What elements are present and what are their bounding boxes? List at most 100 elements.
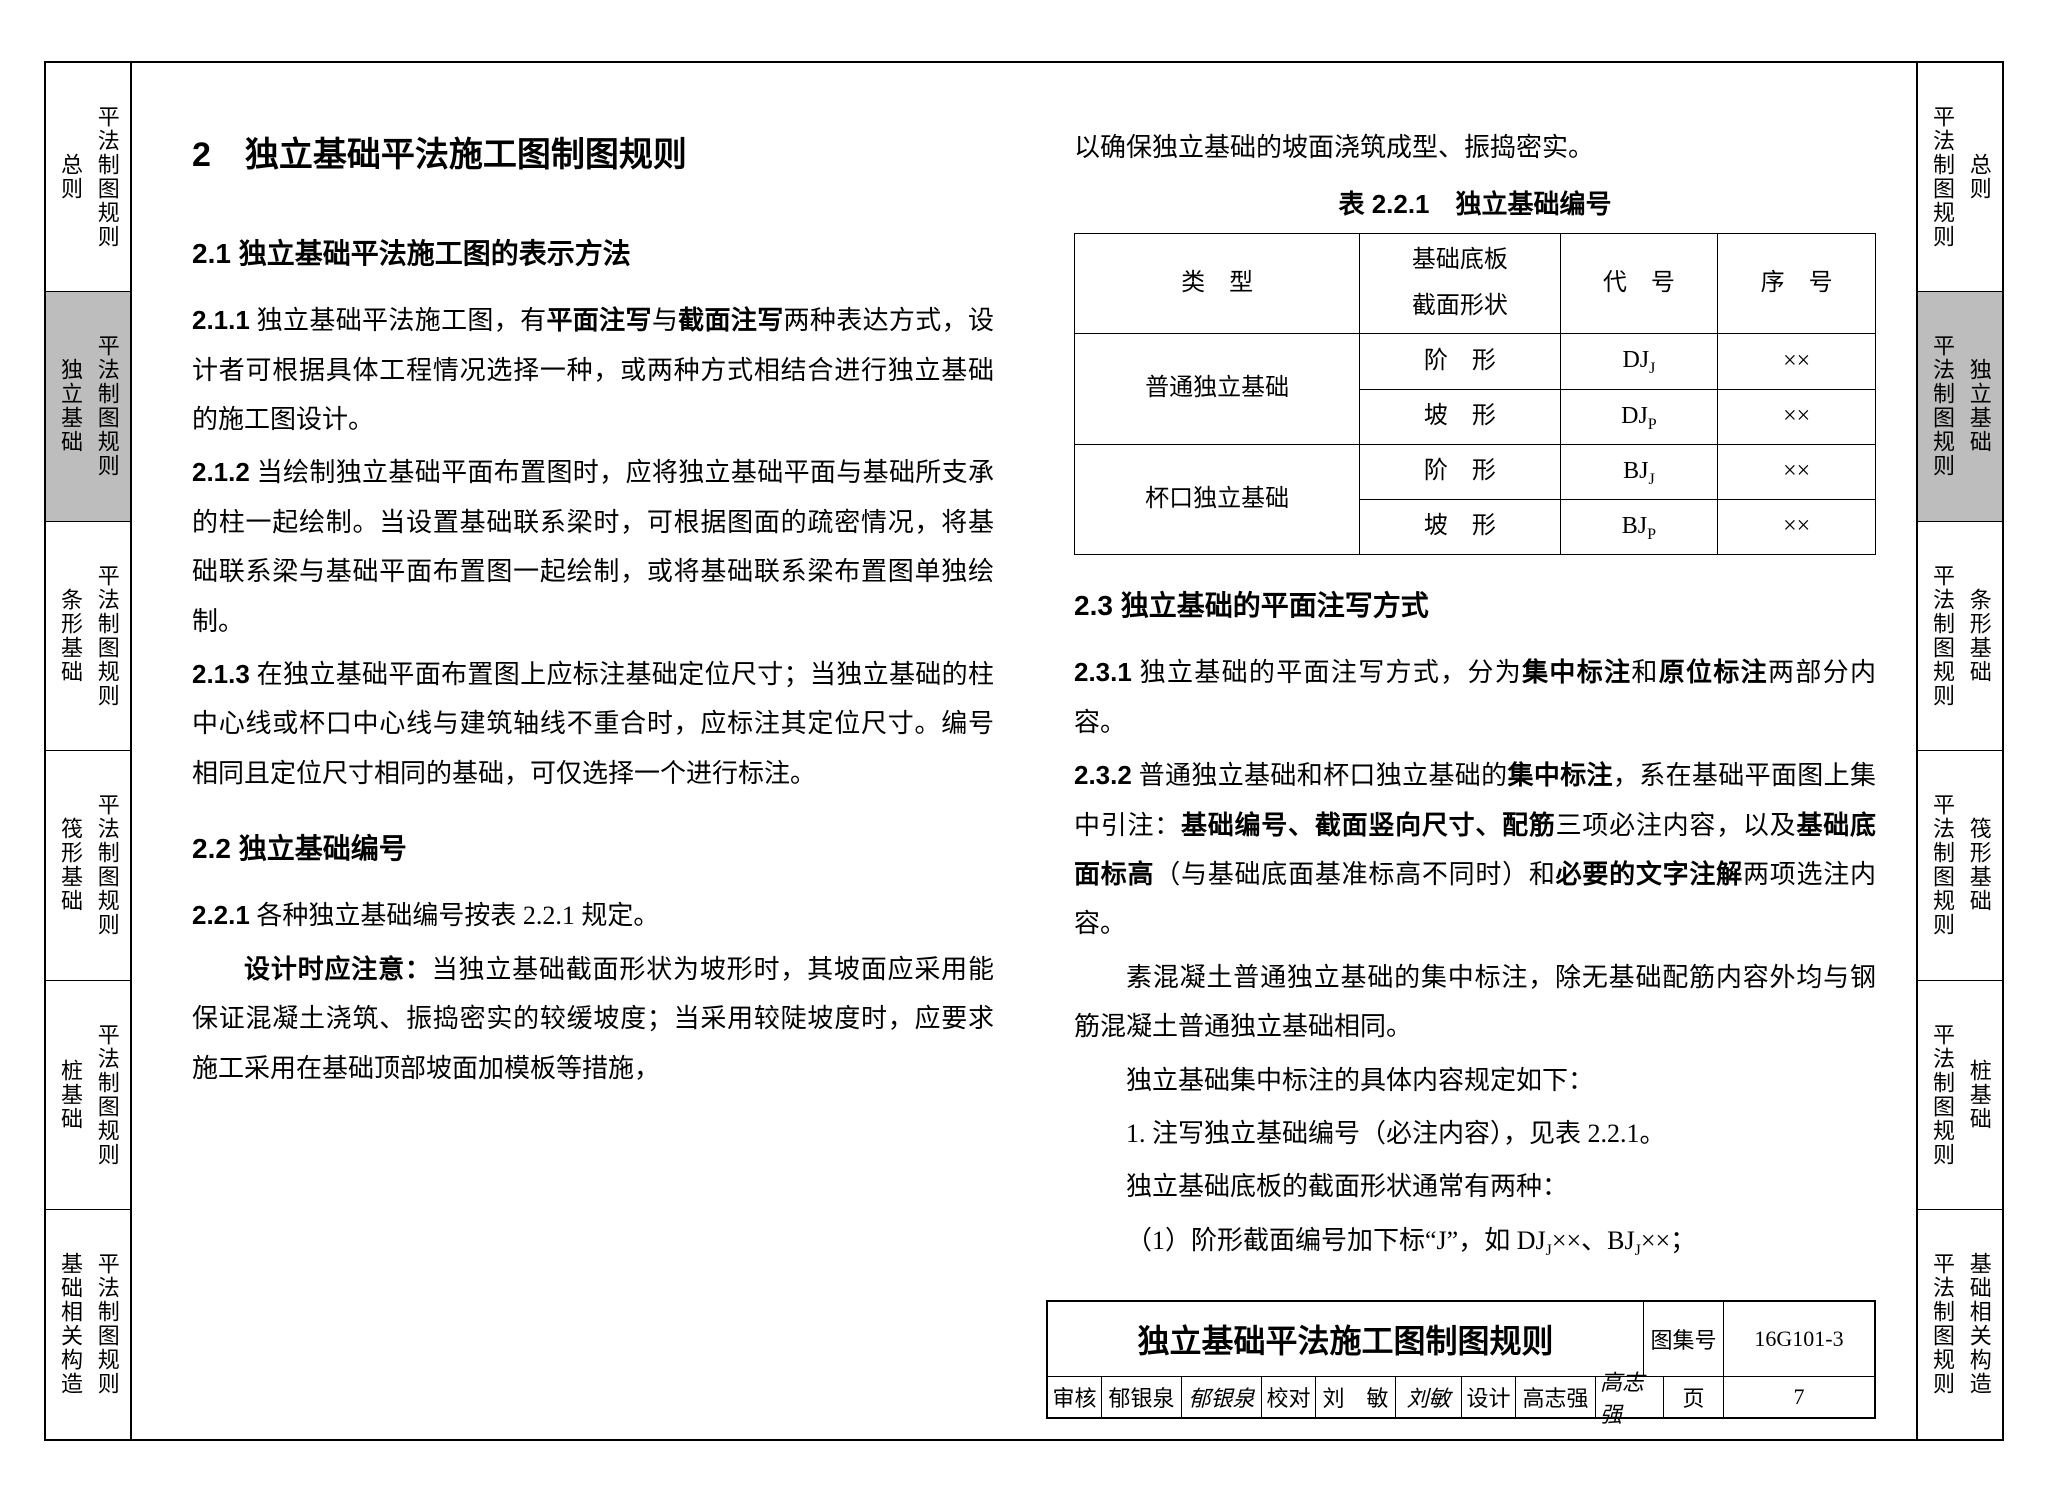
left-column: 2 独立基础平法施工图制图规则 2.1 独立基础平法施工图的表示方法 2.1.1… <box>192 123 1004 1223</box>
page-body: 2 独立基础平法施工图制图规则 2.1 独立基础平法施工图的表示方法 2.1.1… <box>132 63 1916 1439</box>
design-note: 设计时应注意：当独立基础截面形状为坡形时，其坡面应采用能保证混凝土浇筑、振捣密实… <box>192 945 994 1093</box>
tab-raft-l: 筏形基础 平法制图规则 <box>46 751 130 981</box>
clause-2-3-2-note2: 独立基础集中标注的具体内容规定如下： <box>1074 1056 1876 1105</box>
table-2-2-1-title: 表 2.2.1 独立基础编号 <box>1074 180 1876 229</box>
text: 和 <box>1631 658 1658 687</box>
continuation-text: 以确保独立基础的坡面浇筑成型、振捣密实。 <box>1074 123 1876 172</box>
tab-pile-l: 桩基础 平法制图规则 <box>46 981 130 1211</box>
text: （与基础底面基准标高不同时）和 <box>1154 860 1555 889</box>
td-type-socket: 杯口独立基础 <box>1075 444 1360 554</box>
text-bold: 截面注写 <box>678 305 783 335</box>
tab-label: 总则 <box>1963 105 1994 249</box>
text: 截面形状 <box>1412 293 1508 319</box>
tab-label: 平法制图规则 <box>91 105 122 249</box>
th-type: 类 型 <box>1075 234 1360 334</box>
tab-label: 桩基础 <box>54 1023 85 1167</box>
table-2-2-1: 类 型 基础底板截面形状 代 号 序 号 普通独立基础 阶 形 DJJ ×× 坡… <box>1074 233 1876 555</box>
td-seq: ×× <box>1718 444 1876 499</box>
design-name: 高志强 <box>1516 1377 1596 1417</box>
text: 在独立基础平面布置图上应标注基础定位尺寸；当独立基础的柱中心线或杯口中心线与建筑… <box>192 660 994 788</box>
title-block: 独立基础平法施工图制图规则 图集号 16G101-3 审核 郁银泉 郁银泉 校对… <box>1046 1300 1876 1419</box>
tab-label: 筏形基础 <box>54 793 85 937</box>
tab-label: 平法制图规则 <box>1926 334 1957 478</box>
tab-label: 独立基础 <box>1963 334 1994 478</box>
td-code: BJP <box>1560 500 1718 555</box>
tab-related-r: 平法制图规则 基础相关构造 <box>1918 1210 2002 1439</box>
tab-label: 筏形基础 <box>1963 793 1994 937</box>
tab-general-l: 总则 平法制图规则 <box>46 63 130 293</box>
text: 与 <box>652 306 678 335</box>
drawing-title: 独立基础平法施工图制图规则 <box>1048 1302 1644 1376</box>
text: 独立基础的平面注写方式，分为 <box>1132 658 1522 687</box>
th-code: 代 号 <box>1560 234 1718 334</box>
right-column: 以确保独立基础的坡面浇筑成型、振捣密实。 表 2.2.1 独立基础编号 类 型 … <box>1064 123 1876 1223</box>
tab-label: 平法制图规则 <box>1926 1023 1957 1167</box>
check-sign: 郁银泉 <box>1182 1377 1262 1417</box>
td-shape: 坡 形 <box>1360 389 1560 444</box>
text-bold: 集中标注 <box>1522 657 1631 687</box>
text: 独立基础平法施工图，有 <box>250 306 547 335</box>
td-shape: 阶 形 <box>1360 444 1560 499</box>
tab-label: 平法制图规则 <box>91 1252 122 1396</box>
clause-2-2-1: 2.2.1 各种独立基础编号按表 2.2.1 规定。 <box>192 891 994 940</box>
tab-label: 总则 <box>54 105 85 249</box>
tab-label: 平法制图规则 <box>1926 564 1957 708</box>
td-code: DJP <box>1560 389 1718 444</box>
clause-2-3-1: 2.3.1 独立基础的平面注写方式，分为集中标注和原位标注两部分内容。 <box>1074 648 1876 747</box>
clause-2-3-2-note1: 素混凝土普通独立基础的集中标注，除无基础配筋内容外均与钢筋混凝土普通独立基础相同… <box>1074 953 1876 1052</box>
td-code: DJJ <box>1560 334 1718 389</box>
td-seq: ×× <box>1718 334 1876 389</box>
text: ××； <box>1641 1226 1696 1255</box>
label-proof: 校对 <box>1262 1377 1316 1417</box>
tab-pile-r: 平法制图规则 桩基础 <box>1918 981 2002 1211</box>
tab-label: 平法制图规则 <box>1926 1252 1957 1396</box>
text: （1）阶形截面编号加下标“J”，如 DJ <box>1126 1226 1546 1255</box>
clause-2-1-2: 2.1.2 当绘制独立基础平面布置图时，应将独立基础平面与基础所支承的柱一起绘制… <box>192 448 994 646</box>
tab-isolated-r: 平法制图规则 独立基础 <box>1918 292 2002 522</box>
td-seq: ×× <box>1718 389 1876 444</box>
section-2-1: 2.1 独立基础平法施工图的表示方法 <box>192 227 994 280</box>
clause-2-3-2-item1c: （1）阶形截面编号加下标“J”，如 DJJ××、BJJ××； <box>1074 1216 1876 1267</box>
text-bold: 平面注写 <box>546 305 651 335</box>
clause-num: 2.1.3 <box>192 659 250 689</box>
td-seq: ×× <box>1718 500 1876 555</box>
tab-label: 平法制图规则 <box>91 564 122 708</box>
text-bold: 基础编号、截面竖向尺寸、配筋 <box>1181 810 1556 840</box>
text-bold: 原位标注 <box>1659 657 1768 687</box>
tab-general-r: 平法制图规则 总则 <box>1918 63 2002 293</box>
tab-label: 平法制图规则 <box>91 334 122 478</box>
text-bold: 集中标注 <box>1508 760 1613 790</box>
setno: 16G101-3 <box>1724 1302 1874 1376</box>
tab-label: 条形基础 <box>1963 564 1994 708</box>
proof-sign: 刘敏 <box>1396 1377 1462 1417</box>
subscript: P <box>1647 526 1656 543</box>
text: 普通独立基础和杯口独立基础的 <box>1132 761 1508 790</box>
section-2-2: 2.2 独立基础编号 <box>192 822 994 875</box>
td-shape: 坡 形 <box>1360 500 1560 555</box>
text: ××、BJ <box>1552 1226 1635 1255</box>
td-type-ordinary: 普通独立基础 <box>1075 334 1360 444</box>
subscript: J <box>1648 471 1654 488</box>
text: BJ <box>1622 513 1647 539</box>
clause-2-3-2: 2.3.2 普通独立基础和杯口独立基础的集中标注，系在基础平面图上集中引注：基础… <box>1074 751 1876 949</box>
tab-label: 条形基础 <box>54 564 85 708</box>
subscript: P <box>1648 415 1657 432</box>
text-bold: 必要的文字注解 <box>1556 859 1743 889</box>
page-wrap: 总则 平法制图规则 独立基础 平法制图规则 条形基础 平法制图规则 筏形基础 平… <box>44 61 2004 1441</box>
tab-label: 基础相关构造 <box>54 1252 85 1396</box>
clause-num: 2.3.1 <box>1074 657 1132 687</box>
label-design: 设计 <box>1462 1377 1516 1417</box>
page-number: 7 <box>1724 1377 1874 1417</box>
section-2-3: 2.3 独立基础的平面注写方式 <box>1074 579 1876 632</box>
text: BJ <box>1623 458 1648 484</box>
subscript: J <box>1649 360 1655 377</box>
text: 各种独立基础编号按表 2.2.1 规定。 <box>250 901 660 930</box>
right-tabs: 平法制图规则 总则 平法制图规则 独立基础 平法制图规则 条形基础 平法制图规则… <box>1916 63 2004 1439</box>
design-sign: 高志强 <box>1596 1377 1664 1417</box>
left-tabs: 总则 平法制图规则 独立基础 平法制图规则 条形基础 平法制图规则 筏形基础 平… <box>44 63 132 1439</box>
clause-num: 2.2.1 <box>192 900 250 930</box>
tab-related-l: 基础相关构造 平法制图规则 <box>46 1210 130 1439</box>
tab-label: 平法制图规则 <box>1926 105 1957 249</box>
tab-label: 平法制图规则 <box>1926 793 1957 937</box>
text: 基础底板 <box>1412 247 1508 273</box>
